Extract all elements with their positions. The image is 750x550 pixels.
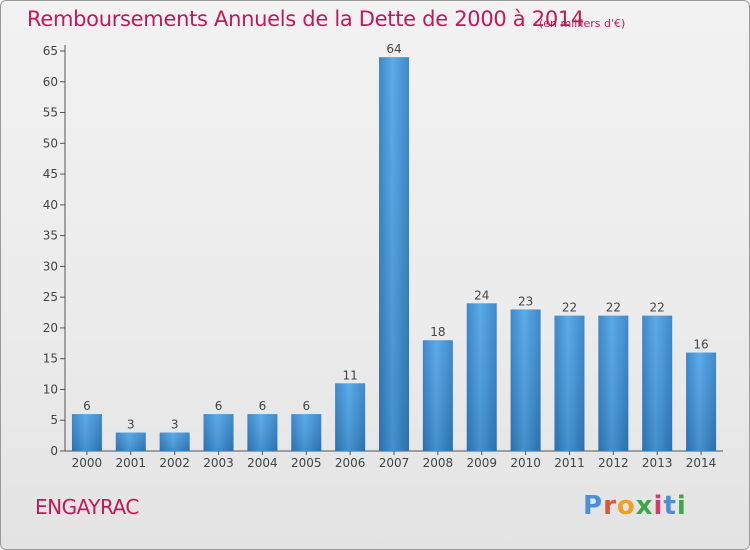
x-tick-label: 2008 [423, 456, 454, 470]
x-tick-label: 2005 [291, 456, 322, 470]
bar-shade [642, 315, 673, 451]
logo-letter: o [616, 491, 636, 521]
x-tick-label: 2013 [642, 456, 673, 470]
y-tick-label: 60 [43, 75, 58, 89]
x-tick-label: 2012 [598, 456, 629, 470]
y-tick-label: 45 [43, 167, 58, 181]
bar-shade [510, 309, 541, 451]
x-tick-label: 2006 [335, 456, 366, 470]
x-tick-label: 2009 [466, 456, 497, 470]
x-tick-label: 2011 [554, 456, 585, 470]
bar-shade [291, 414, 322, 451]
data-label: 3 [127, 418, 135, 432]
bar-shade [686, 352, 717, 451]
bar-shade [335, 383, 366, 451]
chart-title: Remboursements Annuels de la Dette de 20… [27, 7, 584, 31]
data-label: 6 [83, 399, 91, 413]
x-tick-label: 2004 [247, 456, 278, 470]
logo-letter: r [603, 491, 617, 521]
data-label: 6 [215, 399, 223, 413]
bars [71, 57, 717, 452]
bar-shade [554, 315, 585, 451]
bar-shade [115, 432, 146, 451]
data-label: 3 [171, 418, 179, 432]
data-label: 16 [693, 338, 708, 352]
y-tick-label: 50 [43, 136, 58, 150]
bar-shade [379, 57, 409, 452]
logo-letter: i [676, 491, 687, 521]
data-label: 22 [650, 301, 665, 315]
logo-letter: t [663, 491, 677, 521]
y-tick-label: 25 [43, 290, 58, 304]
labels: 2000 6 2001 3 2002 3 2003 6 2004 6 2005 6 2006 11 2007… [72, 42, 717, 470]
y-tick-label: 5 [50, 413, 58, 427]
y-tick-label: 0 [50, 444, 58, 458]
data-label: 22 [562, 301, 577, 315]
bar-shade [598, 315, 629, 451]
y-tick-label: 20 [43, 321, 58, 335]
y-tick-label: 55 [43, 106, 58, 120]
logo-letter: x [635, 491, 654, 521]
bar-shade [159, 432, 190, 451]
y-tick-label: 40 [43, 198, 58, 212]
chart-subtitle: (en milliers d'€) [539, 17, 626, 30]
bar-shade [466, 303, 497, 451]
logo-letter: i [653, 491, 664, 521]
bar-shade [203, 414, 234, 451]
data-label: 6 [259, 399, 267, 413]
data-label: 24 [474, 288, 489, 302]
bar-shade [71, 414, 102, 451]
y-tick-label: 30 [43, 259, 58, 273]
y-tick-label: 10 [43, 382, 58, 396]
data-label: 23 [518, 294, 533, 308]
bar-shade [422, 340, 453, 451]
data-label: 64 [386, 42, 401, 56]
axes: 0 5 10 15 20 25 30 35 40 45 50 55 60 65 [43, 44, 723, 458]
proxiti-logo: Proxiti [583, 491, 687, 521]
y-tick-label: 15 [43, 352, 58, 366]
y-tick-label: 65 [43, 44, 58, 58]
data-label: 18 [430, 325, 445, 339]
x-tick-label: 2010 [510, 456, 541, 470]
x-tick-label: 2000 [72, 456, 103, 470]
data-label: 6 [302, 399, 310, 413]
bar-shade [247, 414, 278, 451]
place-name: ENGAYRAC [35, 495, 139, 519]
y-tick-label: 35 [43, 229, 58, 243]
x-tick-label: 2003 [203, 456, 234, 470]
logo-letter: P [583, 491, 604, 521]
x-tick-label: 2014 [686, 456, 717, 470]
data-label: 22 [606, 301, 621, 315]
x-tick-label: 2007 [379, 456, 410, 470]
x-tick-label: 2002 [159, 456, 190, 470]
x-tick-label: 2001 [116, 456, 147, 470]
data-label: 11 [342, 368, 357, 382]
